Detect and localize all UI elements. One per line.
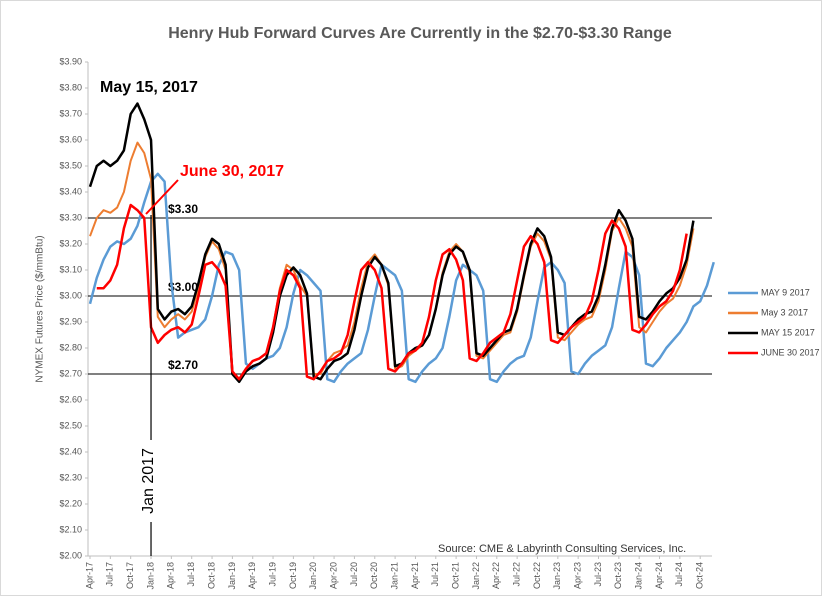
legend-label: May 3 2017 bbox=[761, 307, 808, 317]
x-tick-label: Oct-24 bbox=[695, 562, 705, 589]
series-line bbox=[96, 203, 688, 381]
y-tick-label: $2.70 bbox=[59, 368, 82, 378]
y-tick-label: $3.50 bbox=[59, 160, 82, 170]
x-tick-label: Jan-19 bbox=[227, 562, 237, 590]
chart-title: Henry Hub Forward Curves Are Currently i… bbox=[168, 25, 672, 42]
y-tick-label: $2.00 bbox=[59, 550, 82, 560]
x-tick-label: Jul-24 bbox=[674, 562, 684, 587]
legend-label: JUNE 30 2017 bbox=[761, 347, 820, 357]
y-tick-label: $3.70 bbox=[59, 108, 82, 118]
x-tick-label: Jan-24 bbox=[634, 562, 644, 590]
x-tick-label: Jul-17 bbox=[105, 562, 115, 587]
y-tick-label: $3.80 bbox=[59, 82, 82, 92]
y-axis-label: NYMEX Futures Price ($/mmBtu) bbox=[35, 235, 46, 382]
y-tick-label: $2.10 bbox=[59, 524, 82, 534]
y-tick-label: $3.90 bbox=[59, 56, 82, 66]
x-tick-label: Jul-21 bbox=[430, 562, 440, 587]
y-tick-label: $2.90 bbox=[59, 316, 82, 326]
y-tick-label: $2.80 bbox=[59, 342, 82, 352]
x-tick-label: Jul-23 bbox=[593, 562, 603, 587]
y-tick-label: $3.40 bbox=[59, 186, 82, 196]
x-tick-label: Oct-20 bbox=[369, 562, 379, 589]
y-tick-label: $3.20 bbox=[59, 238, 82, 248]
x-tick-label: Oct-21 bbox=[450, 562, 460, 589]
x-tick-label: Oct-17 bbox=[125, 562, 135, 589]
x-tick-label: Apr-18 bbox=[166, 562, 176, 589]
reference-label: $3.00 bbox=[168, 280, 198, 294]
x-tick-label: Apr-22 bbox=[491, 562, 501, 589]
x-tick-label: Apr-17 bbox=[84, 562, 94, 589]
annotation: May 15, 2017 bbox=[100, 79, 198, 96]
series-line bbox=[88, 102, 695, 384]
x-tick-label: Apr-24 bbox=[654, 562, 664, 589]
x-tick-label: Oct-19 bbox=[288, 562, 298, 589]
y-tick-label: $2.50 bbox=[59, 420, 82, 430]
y-tick-label: $2.60 bbox=[59, 394, 82, 404]
y-tick-label: $2.40 bbox=[59, 446, 82, 456]
x-tick-label: Oct-23 bbox=[613, 562, 623, 589]
y-tick-label: $3.10 bbox=[59, 264, 82, 274]
y-tick-label: $3.30 bbox=[59, 212, 82, 222]
x-tick-label: Oct-18 bbox=[206, 562, 216, 589]
y-tick-label: $3.60 bbox=[59, 134, 82, 144]
x-tick-label: Jul-22 bbox=[512, 562, 522, 587]
x-tick-label: Jan-18 bbox=[145, 562, 155, 590]
reference-label: $3.30 bbox=[168, 202, 198, 216]
x-tick-label: Jan-20 bbox=[308, 562, 318, 590]
y-tick-label: $2.20 bbox=[59, 498, 82, 508]
x-tick-label: Jan-22 bbox=[471, 562, 481, 590]
x-tick-label: Apr-21 bbox=[410, 562, 420, 589]
y-tick-label: $2.30 bbox=[59, 472, 82, 482]
vertical-marker-label: Jan 2017 bbox=[140, 448, 157, 514]
x-tick-label: Apr-19 bbox=[247, 562, 257, 589]
legend-label: MAY 9 2017 bbox=[761, 287, 810, 297]
x-tick-label: Apr-23 bbox=[573, 562, 583, 589]
legend-label: MAY 15 2017 bbox=[761, 327, 815, 337]
x-tick-label: Jul-20 bbox=[349, 562, 359, 587]
y-tick-label: $3.00 bbox=[59, 290, 82, 300]
x-tick-label: Jul-18 bbox=[186, 562, 196, 587]
x-tick-label: Apr-20 bbox=[328, 562, 338, 589]
x-tick-label: Jul-19 bbox=[267, 562, 277, 587]
x-tick-label: Jan-23 bbox=[552, 562, 562, 590]
x-tick-label: Oct-22 bbox=[532, 562, 542, 589]
annotation: June 30, 2017 bbox=[180, 163, 284, 180]
x-tick-label: Jan-21 bbox=[389, 562, 399, 590]
source-note: Source: CME & Labyrinth Consulting Servi… bbox=[438, 543, 686, 555]
reference-label: $2.70 bbox=[168, 358, 198, 372]
series-line bbox=[88, 172, 715, 384]
annotation-arrow bbox=[145, 179, 179, 215]
